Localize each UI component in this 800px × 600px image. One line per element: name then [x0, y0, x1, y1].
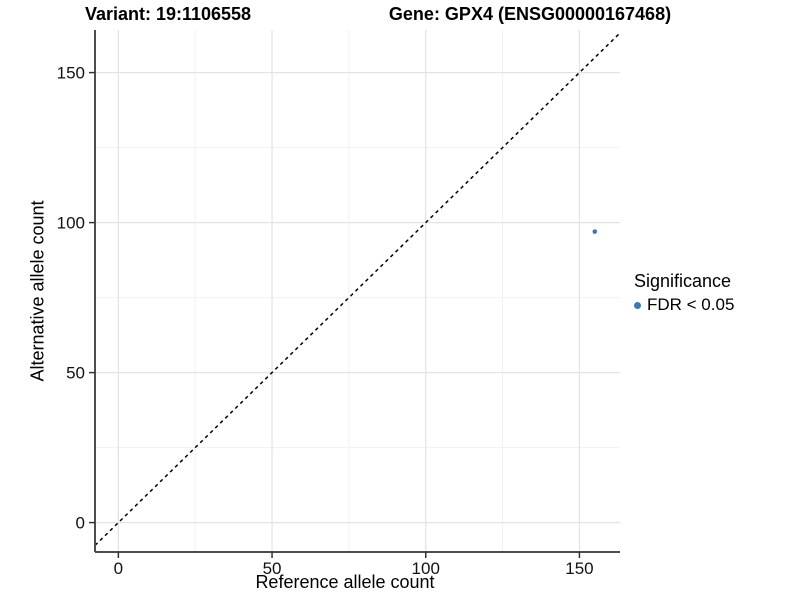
identity-line	[94, 32, 621, 546]
legend-item-label: FDR < 0.05	[647, 295, 735, 314]
y-axis-label: Alternative allele count	[27, 200, 48, 382]
x-tick-label: 50	[263, 559, 282, 578]
legend-point-icon	[634, 301, 641, 309]
x-tick-label: 100	[412, 559, 440, 578]
y-tick-label: 0	[76, 514, 85, 533]
y-tick-label: 150	[57, 64, 85, 83]
legend-title: Significance	[634, 271, 732, 291]
variant-title: Variant: 19:1106558	[84, 4, 252, 24]
legend: Significance FDR < 0.05	[634, 271, 734, 315]
x-tick-label: 150	[565, 559, 593, 578]
y-tick-label: 100	[57, 214, 85, 233]
x-tick-label: 0	[114, 559, 123, 578]
gene-title: Gene: GPX4 (ENSG00000167468)	[388, 4, 672, 24]
data-point	[592, 229, 598, 234]
legend-item: FDR < 0.05	[634, 295, 734, 315]
x-axis-label: Reference allele count	[255, 572, 435, 592]
y-tick-label: 50	[66, 364, 85, 383]
